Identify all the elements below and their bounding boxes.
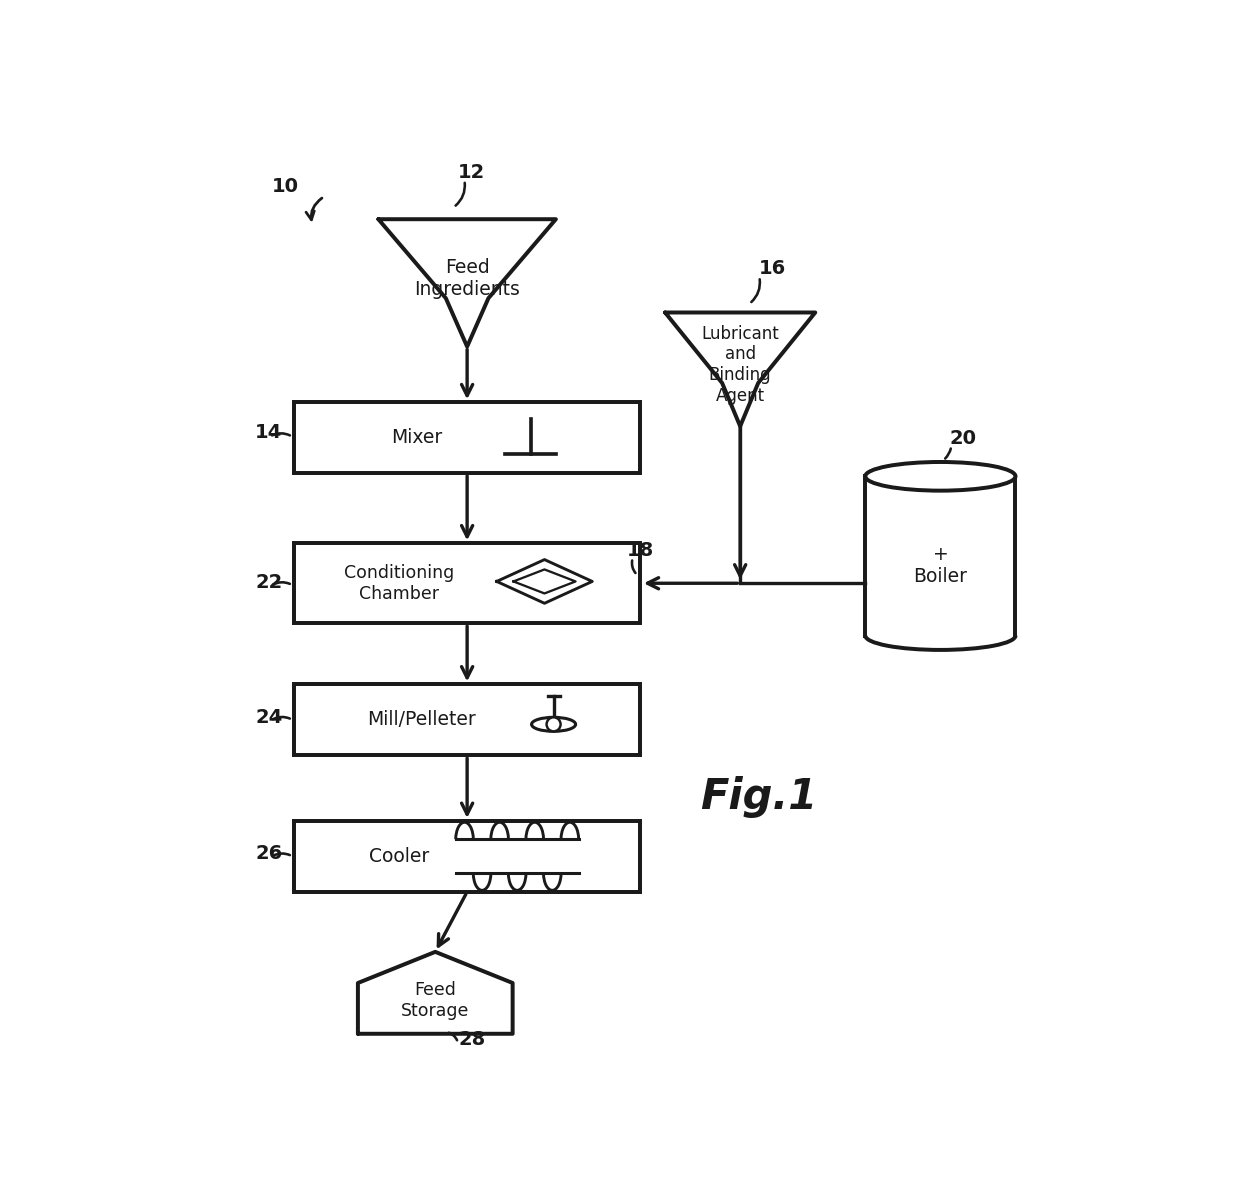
Text: 18: 18: [626, 541, 653, 560]
Text: Fig.1: Fig.1: [699, 777, 817, 818]
Text: Lubricant
and
Binding
Agent: Lubricant and Binding Agent: [702, 325, 779, 405]
Bar: [294, 820, 640, 891]
Circle shape: [547, 717, 560, 732]
Text: Mixer: Mixer: [392, 428, 443, 447]
Bar: [294, 684, 640, 755]
Text: 12: 12: [458, 163, 485, 182]
Ellipse shape: [866, 462, 1016, 491]
Text: Feed
Storage: Feed Storage: [401, 981, 470, 1020]
Text: Conditioning
Chamber: Conditioning Chamber: [343, 564, 454, 603]
Ellipse shape: [532, 717, 575, 732]
Text: 14: 14: [255, 423, 283, 442]
Text: 24: 24: [255, 708, 283, 727]
Text: 16: 16: [759, 259, 786, 278]
Text: 22: 22: [255, 573, 283, 592]
Bar: [294, 402, 640, 473]
Text: 28: 28: [458, 1030, 485, 1048]
Text: 10: 10: [272, 177, 299, 196]
Text: 20: 20: [950, 429, 976, 448]
Bar: [294, 544, 640, 623]
Text: 26: 26: [255, 844, 283, 863]
Text: Mill/Pelleter: Mill/Pelleter: [367, 710, 476, 729]
Text: +
Boiler: + Boiler: [914, 545, 967, 585]
Text: Feed
Ingredients: Feed Ingredients: [414, 258, 520, 299]
Text: Cooler: Cooler: [368, 846, 429, 865]
